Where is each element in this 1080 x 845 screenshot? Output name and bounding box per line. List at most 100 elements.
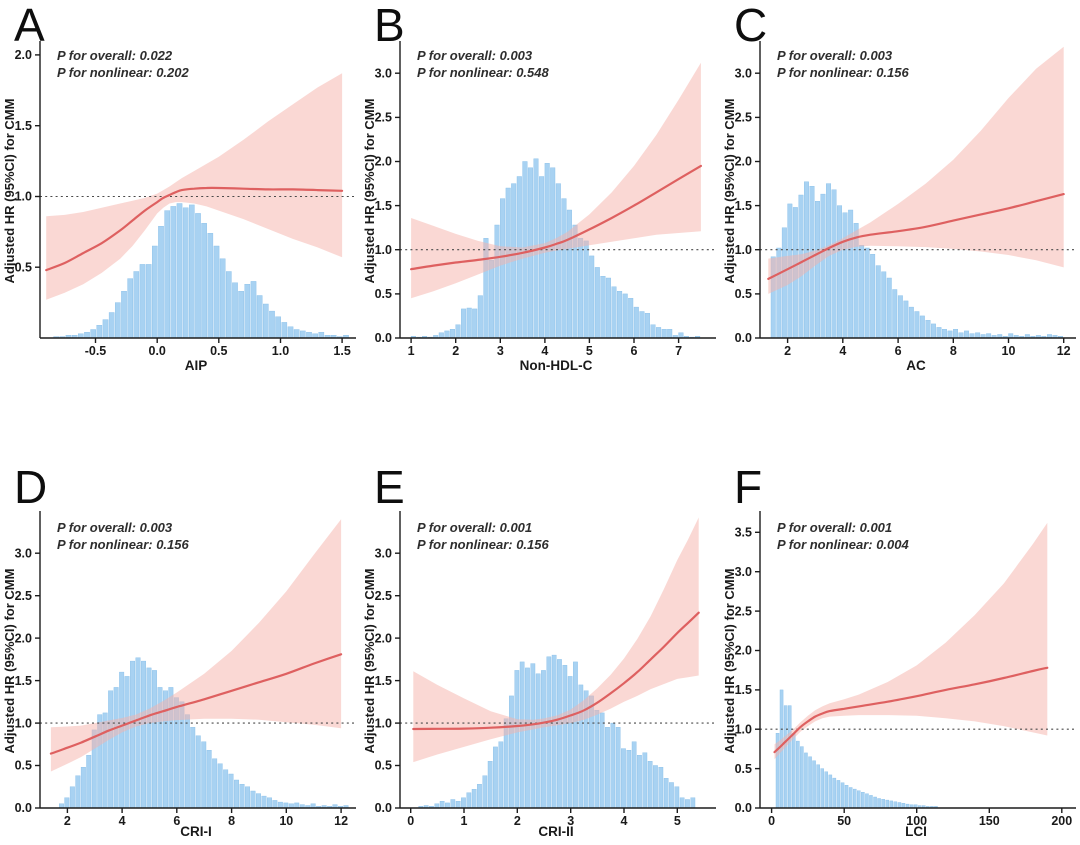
y-tick-label: 2.0 [735,155,752,169]
histogram-bar [903,300,909,339]
histogram-bar [201,741,207,809]
y-tick-label: 0.0 [15,801,32,815]
x-tick-label: 4 [541,344,548,358]
histogram-bar [488,260,494,339]
x-tick-label: 1.5 [333,344,350,358]
histogram-bar [283,802,289,809]
y-tick-label: 3.0 [375,66,392,80]
panel-letter: C [734,0,768,51]
histogram-bar [615,727,621,809]
rcs-chart-aip: -0.5 0.0 0.5 1.0 1.5 0.5 1.0 1.5 2.0 Adjusted HR… [2,41,356,373]
y-axis-label: Adjusted HR (95%CI) for CMM [2,99,17,284]
histogram-bar [600,276,606,339]
histogram-bar [611,286,617,339]
histogram-bar [102,319,109,339]
histogram-bar [897,802,902,809]
histogram-bar [837,205,843,339]
x-tick-label: 6 [173,814,180,828]
histogram-bar [628,298,634,339]
y-tick-label: 2.0 [15,48,32,62]
histogram-bar [190,727,196,809]
histogram-bar [562,665,568,809]
histogram-bar [124,676,130,809]
histogram-bar [633,306,639,339]
y-tick-label: 0.5 [735,762,752,776]
histogram-bar [844,785,849,809]
histogram-bar [551,654,557,809]
y-tick-label: 2.0 [15,631,32,645]
histogram-bar [498,741,504,809]
histogram-bar [897,295,903,339]
p-value-annotations: P for overall: 0.003 P for nonlinear: 0.… [777,47,909,81]
histogram-bar [856,790,861,809]
histogram-bar [975,332,981,339]
histogram-bar [530,663,536,809]
x-tick-label: 0 [768,814,775,828]
histogram-bar [889,800,893,809]
x-tick-label: 2 [64,814,71,828]
histogram-bar [69,786,75,809]
histogram-bar [449,329,455,339]
histogram-bar [877,798,881,809]
x-tick-label: 50 [837,814,851,828]
x-tick-label: 100 [906,814,927,828]
panel-a: A P for overall: 0.022 P for nonlinear: … [0,0,360,420]
histogram-bar [86,755,92,809]
y-tick-label: 0.5 [15,260,32,274]
x-tick-label: 0.0 [149,344,166,358]
histogram-bar [885,799,889,809]
histogram-bar [852,788,857,809]
x-axis-label: AC [906,358,926,373]
y-tick-label: 0.5 [15,759,32,773]
tick-labels: 0 1 2 3 4 5 0.0 0.5 1.0 1.5 2.0 2.5 3.0 [375,546,681,828]
p-for-nonlinear: P for nonlinear: 0.156 [417,537,549,552]
histogram-bar [875,265,881,339]
y-axis-label: Adjusted HR (95%CI) for CMM [722,569,737,754]
ci-band [413,517,699,763]
histogram-bar [256,295,263,339]
p-for-overall: P for overall: 0.001 [777,520,893,535]
histogram-bar [139,264,146,339]
ci-band [46,73,343,300]
rcs-chart-ac: 2 4 6 8 10 12 0.0 0.5 1.0 1.5 2.0 2.5 3.0 Adjusted H… [722,41,1076,373]
histogram-bar [567,676,573,809]
p-for-nonlinear: P for nonlinear: 0.202 [57,65,189,80]
x-tick-label: 8 [950,344,957,358]
histogram-bar [294,802,300,809]
y-tick-label: 3.0 [15,546,32,560]
histogram-bar [212,758,218,809]
p-value-annotations: P for overall: 0.003 P for nonlinear: 0.… [57,519,189,553]
hr-curve [773,666,1049,754]
histogram-bar [873,796,877,809]
y-tick-label: 2.0 [375,631,392,645]
x-axis-label: LCI [905,824,927,839]
y-tick-label: 1.5 [15,674,32,688]
histogram-bar [690,797,696,809]
x-tick-label: 1 [461,814,468,828]
histogram-bar [300,330,306,339]
histogram-bar [318,332,325,339]
x-tick-label: 6 [631,344,638,358]
histogram-bar [685,799,690,809]
histogram-bar [820,768,824,809]
y-tick-label: 3.0 [375,546,392,560]
histogram-bar [914,311,920,339]
histogram-bar [892,289,898,339]
axes [39,511,356,809]
histogram-bar [583,240,589,339]
histogram-bar [953,329,959,339]
histogram-bar [535,673,541,809]
histogram-bar [493,746,498,809]
histogram-bar [669,782,674,809]
histogram-bar [631,741,637,809]
histogram-bar [195,735,201,809]
tick-labels: 1 2 3 4 5 6 7 0.0 0.5 1.0 1.5 2.0 2.5 3.0 [375,66,683,358]
histogram-bar [650,324,656,339]
histogram-bar [865,793,869,809]
histogram-bar [75,775,81,809]
histogram-bar [444,330,450,339]
histogram-bar [272,800,278,809]
y-tick-label: 1.0 [735,722,752,736]
histogram-bar [130,660,136,809]
x-tick-label: 7 [675,344,682,358]
